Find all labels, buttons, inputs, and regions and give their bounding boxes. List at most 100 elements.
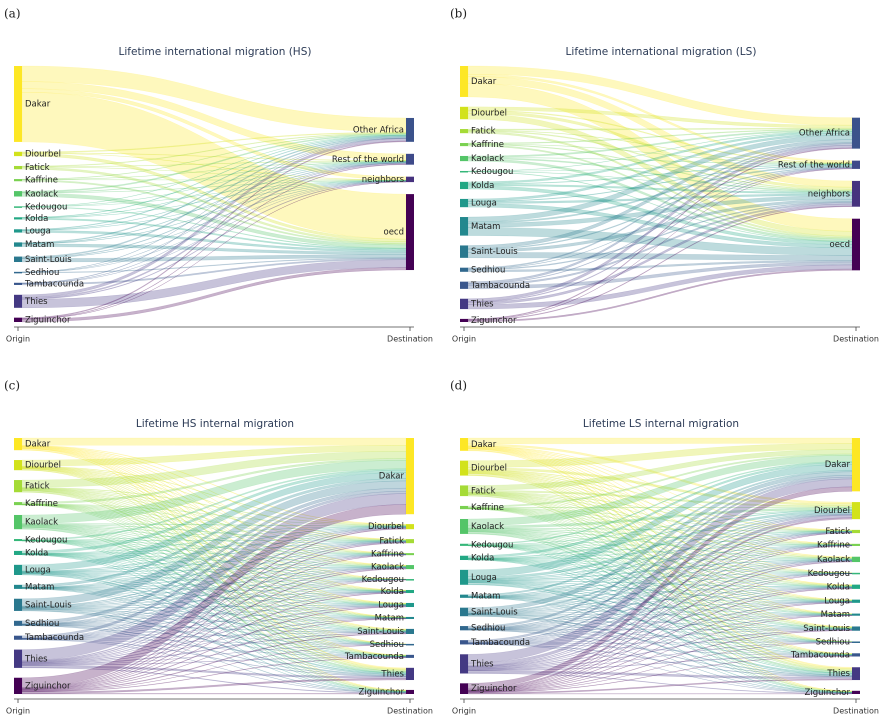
flows xyxy=(467,437,853,695)
destination-label: Matam xyxy=(821,610,850,620)
panel-title: Lifetime international migration (HS) xyxy=(119,46,312,58)
panel: (d) Lifetime LS internal migration Dakar Di… xyxy=(450,379,879,716)
destination-label: neighbors xyxy=(808,189,851,199)
destination-node xyxy=(852,599,860,603)
destination-label: Kedougou xyxy=(808,569,850,579)
origin-node xyxy=(460,485,468,497)
origin-label: Ziguinchor xyxy=(471,316,517,326)
axis-label: Origin xyxy=(6,335,30,344)
destination-label: Tambacounda xyxy=(344,652,404,662)
destination-node xyxy=(406,153,414,165)
panel: (c) Lifetime HS internal migration Dakar Di… xyxy=(4,379,433,716)
flow xyxy=(21,267,407,323)
origin-node xyxy=(460,543,468,546)
origin-node xyxy=(14,317,22,322)
panel-label: (d) xyxy=(450,379,467,393)
destination-label: Kolda xyxy=(827,582,850,592)
origin-label: Diourbel xyxy=(471,464,507,474)
origin-node xyxy=(14,282,22,285)
origin-label: Matam xyxy=(25,582,54,592)
flow xyxy=(21,437,407,446)
destination-label: Rest of the world xyxy=(332,155,404,165)
destination-node xyxy=(406,643,414,646)
origin-node xyxy=(14,649,22,668)
flow xyxy=(21,693,407,695)
destination-label: Kaolack xyxy=(817,555,850,565)
origin-node xyxy=(14,438,22,451)
destination-label: neighbors xyxy=(362,175,405,185)
panel-title: Lifetime HS internal migration xyxy=(136,418,294,430)
destination-node xyxy=(852,180,860,207)
destination-label: Dakar xyxy=(825,460,851,470)
origin-label: Kolda xyxy=(25,214,48,224)
panel-label: (c) xyxy=(4,379,20,393)
flow xyxy=(21,140,407,319)
origin-node xyxy=(460,683,468,694)
origin-label: Matam xyxy=(471,592,500,602)
origin-label: Sedhiou xyxy=(25,619,59,629)
destination-node xyxy=(852,653,860,657)
origin-node xyxy=(14,217,22,220)
origin-label: Thies xyxy=(24,297,48,307)
destination-node xyxy=(852,667,860,681)
flow xyxy=(21,606,407,691)
destination-node xyxy=(406,524,414,530)
origin-label: Diourbel xyxy=(471,109,507,119)
destination-label: Dakar xyxy=(379,472,405,482)
destination-label: Kaffrine xyxy=(371,550,404,560)
destination-node xyxy=(406,539,414,544)
destination-node xyxy=(852,543,860,546)
destination-label: Fatick xyxy=(379,537,404,547)
destination-label: Other Africa xyxy=(353,125,404,135)
destination-node xyxy=(406,117,414,142)
axis-label: Destination xyxy=(833,335,879,344)
destination-node xyxy=(852,690,860,694)
origin-node xyxy=(14,584,22,589)
panel: (a) Lifetime international migration (HS)… xyxy=(4,7,433,344)
destination-label: Saint-Louis xyxy=(803,624,850,634)
origin-label: Louga xyxy=(25,226,51,236)
origin-label: Kedougou xyxy=(25,202,67,212)
destination-label: Kaffrine xyxy=(817,540,850,550)
origin-node xyxy=(14,256,22,263)
origin-label: Fatick xyxy=(25,163,50,173)
origin-label: Kolda xyxy=(471,181,494,191)
origin-node xyxy=(14,191,22,197)
origin-node xyxy=(14,550,22,555)
panel-label: (b) xyxy=(450,7,467,21)
destination-node xyxy=(852,502,860,520)
origin-label: Louga xyxy=(471,199,497,209)
origin-node xyxy=(14,294,22,308)
destination-node xyxy=(852,218,860,271)
origin-node xyxy=(14,206,22,208)
origin-label: Tambacounda xyxy=(470,638,530,648)
origin-node xyxy=(460,460,468,476)
destination-node xyxy=(852,641,860,643)
destination-label: Rest of the world xyxy=(778,160,850,170)
axis-label: Origin xyxy=(452,335,476,344)
origin-node xyxy=(14,66,22,142)
origin-node xyxy=(14,271,22,274)
origin-label: Kolda xyxy=(25,548,48,558)
origin-node xyxy=(14,635,22,640)
origin-node xyxy=(14,620,22,626)
destination-node xyxy=(852,572,860,575)
axis-label: Origin xyxy=(452,707,476,716)
destination-label: oecd xyxy=(830,240,851,250)
origin-label: Fatick xyxy=(471,486,496,496)
destination-label: Saint-Louis xyxy=(357,627,404,637)
origin-node xyxy=(460,640,468,645)
origin-label: Thies xyxy=(470,659,494,669)
flow xyxy=(467,561,853,691)
flow xyxy=(467,656,853,693)
destination-label: Thies xyxy=(380,669,404,679)
origin-node xyxy=(14,514,22,530)
panel-label: (a) xyxy=(4,7,21,21)
origin-node xyxy=(460,245,468,258)
origin-label: Kedougou xyxy=(471,540,513,550)
axis-label: Destination xyxy=(833,707,879,716)
origin-label: Kaolack xyxy=(471,154,504,164)
destination-label: Louga xyxy=(378,600,404,610)
origin-label: Saint-Louis xyxy=(471,607,518,617)
